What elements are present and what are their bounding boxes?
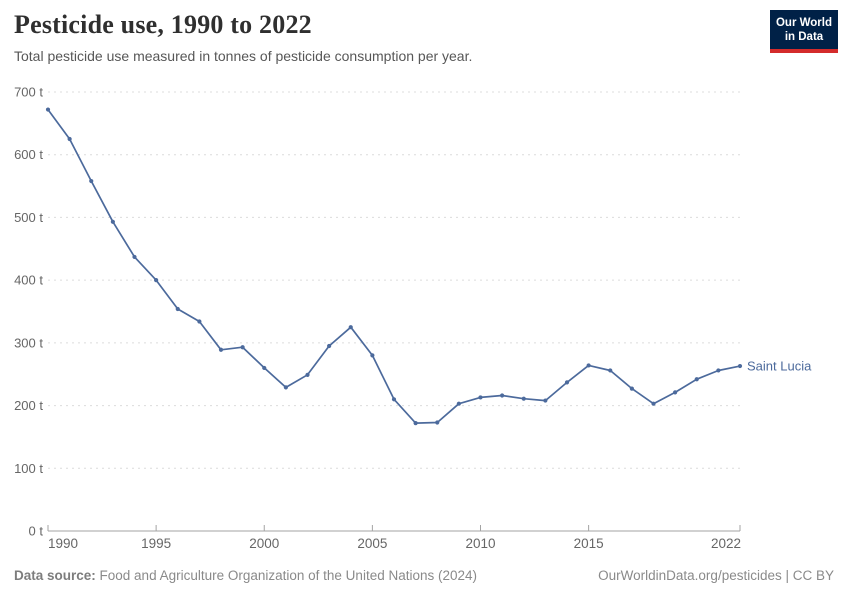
y-tick-label-600: 600 t bbox=[14, 147, 43, 162]
data-point-1999[interactable] bbox=[240, 345, 245, 350]
data-point-2000[interactable] bbox=[262, 365, 267, 371]
data-point-1993[interactable] bbox=[110, 219, 115, 224]
page-title: Pesticide use, 1990 to 2022 bbox=[14, 10, 312, 39]
x-tick-label-2005: 2005 bbox=[357, 536, 387, 551]
data-point-2002[interactable] bbox=[305, 372, 310, 377]
data-point-2006[interactable] bbox=[391, 397, 397, 402]
data-point-2004[interactable] bbox=[348, 325, 353, 330]
data-point-2015[interactable] bbox=[586, 363, 591, 368]
data-point-2010[interactable] bbox=[478, 395, 483, 400]
data-point-2011[interactable] bbox=[500, 393, 505, 398]
data-line-Saint Lucia bbox=[47, 108, 741, 424]
data-point-2003[interactable] bbox=[327, 343, 332, 349]
data-point-1996[interactable] bbox=[175, 306, 180, 312]
data-point-1994[interactable] bbox=[132, 254, 137, 260]
data-point-2019[interactable] bbox=[673, 390, 678, 395]
credit-link[interactable]: OurWorldinData.org/pesticides | CC BY bbox=[598, 568, 834, 583]
data-point-1995[interactable] bbox=[154, 278, 159, 283]
x-tick-label-1995: 1995 bbox=[141, 536, 171, 551]
data-point-2020[interactable] bbox=[694, 377, 699, 382]
y-tick-label-300: 300 t bbox=[14, 335, 43, 350]
x-tick-label-2010: 2010 bbox=[465, 536, 495, 551]
data-point-1992[interactable] bbox=[89, 178, 94, 184]
data-source: Data source: Food and Agriculture Organi… bbox=[14, 568, 477, 583]
y-tick-label-100: 100 t bbox=[14, 461, 43, 476]
data-point-2008[interactable] bbox=[435, 420, 440, 425]
data-source-label: Data source: bbox=[14, 568, 96, 583]
data-point-1991[interactable] bbox=[67, 136, 72, 142]
data-point-2001[interactable] bbox=[283, 385, 288, 390]
x-tick-label-2000: 2000 bbox=[249, 536, 279, 551]
data-point-2016[interactable] bbox=[608, 368, 613, 373]
x-tick-label-2015: 2015 bbox=[574, 536, 604, 551]
data-point-2009[interactable] bbox=[456, 401, 461, 406]
owid-logo-line2: in Data bbox=[784, 31, 824, 44]
data-point-2022[interactable] bbox=[737, 363, 743, 369]
x-tick-label-1990: 1990 bbox=[48, 536, 78, 551]
data-point-2021[interactable] bbox=[716, 368, 721, 373]
data-point-1998[interactable] bbox=[218, 347, 224, 352]
x-tick-label-2022: 2022 bbox=[711, 536, 741, 551]
y-tick-label-500: 500 t bbox=[14, 210, 43, 225]
y-tick-label-700: 700 t bbox=[14, 85, 43, 100]
y-tick-label-200: 200 t bbox=[14, 398, 43, 413]
data-point-2012[interactable] bbox=[521, 396, 526, 401]
owid-logo-line1: Our World bbox=[775, 17, 832, 29]
chart-footer: Data source: Food and Agriculture Organi… bbox=[14, 568, 834, 583]
data-point-2005[interactable] bbox=[370, 353, 375, 358]
y-tick-label-0: 0 t bbox=[29, 524, 44, 539]
y-tick-label-400: 400 t bbox=[14, 273, 43, 288]
data-point-2007[interactable] bbox=[413, 421, 418, 426]
data-point-1990[interactable] bbox=[45, 107, 51, 112]
entity-label[interactable]: Saint Lucia bbox=[747, 359, 812, 374]
chart-subtitle: Total pesticide use measured in tonnes o… bbox=[14, 48, 473, 64]
data-point-2014[interactable] bbox=[564, 380, 570, 385]
owid-logo[interactable]: Our World in Data bbox=[770, 10, 838, 53]
data-point-2018[interactable] bbox=[651, 401, 656, 406]
data-point-1997[interactable] bbox=[197, 319, 202, 324]
data-point-2013[interactable] bbox=[543, 398, 548, 403]
data-source-text: Food and Agriculture Organization of the… bbox=[95, 568, 478, 583]
data-point-2017[interactable] bbox=[629, 386, 634, 391]
